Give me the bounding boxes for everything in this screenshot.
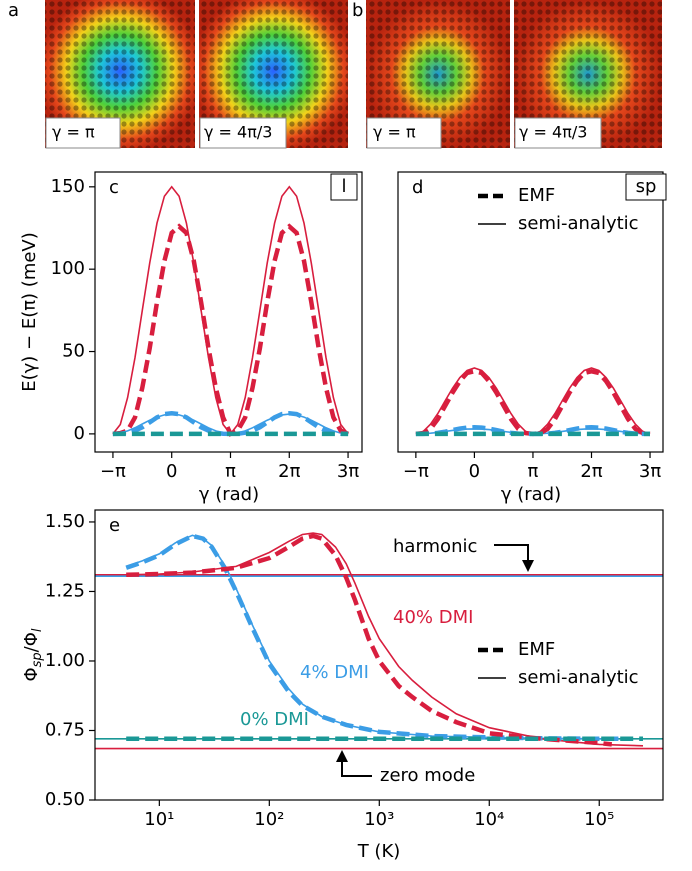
panel-letter: a [8, 0, 19, 21]
image-label: γ = 4π/3 [519, 123, 587, 142]
tag: sp [636, 176, 657, 197]
annotation: 40% DMI [393, 607, 473, 628]
x-tick-label: π [225, 461, 236, 482]
x-tick-label: π [528, 461, 539, 482]
y-tick-label: 0 [74, 423, 85, 444]
x-tick-label: 0 [469, 461, 480, 482]
data-line [112, 411, 349, 437]
legend-label: semi-analytic [518, 213, 639, 234]
x-axis-label: T (K) [357, 841, 401, 862]
x-tick-label: 2π [580, 461, 602, 482]
y-tick-label: 0.50 [45, 789, 85, 810]
y-axis-label-part: Φ [21, 667, 42, 681]
chart-d: −π 0 π 2π 3π d sp γ (rad) EMF semi-analytic [397, 171, 667, 505]
legend-label: semi-analytic [518, 667, 639, 688]
x-tick-label: 10⁵ [584, 809, 614, 830]
data-line [415, 368, 651, 437]
panel-b: b γ = π γ = 4π/3 [352, 0, 662, 149]
data-line [125, 534, 619, 740]
legend-label: EMF [518, 639, 555, 660]
x-tick-label: −π [100, 461, 126, 482]
y-tick-label: 100 [51, 258, 85, 279]
y-tick-label: 150 [51, 176, 85, 197]
annotation: harmonic [393, 536, 477, 557]
label-box [514, 117, 602, 149]
annotation: 4% DMI [300, 662, 369, 683]
annotations: harmonic zero mode 40% DMI 4% DMI 0% DMI [240, 536, 534, 786]
y-tick-label: 1.25 [45, 580, 85, 601]
label-box [45, 117, 121, 149]
plot-frame [94, 171, 363, 453]
tag-box [625, 173, 667, 201]
arrowhead [522, 560, 534, 572]
data-line [112, 185, 349, 436]
label-box [199, 117, 287, 149]
y-axis-label: Φsp/Φl [21, 628, 45, 681]
image-label: γ = π [373, 123, 416, 142]
y-tick-label: 1.00 [45, 650, 85, 671]
arrow [494, 544, 529, 562]
panel-letter: d [412, 177, 423, 198]
x-tick-label: 10⁴ [474, 809, 504, 830]
x-axis-label: γ (rad) [501, 484, 561, 505]
y-axis-label: E(γ) − E(π) (meV) [19, 232, 40, 392]
x-tick-label: 10² [254, 809, 284, 830]
y-axis-label-part: /Φ [21, 632, 42, 652]
panel-letter: e [109, 515, 120, 536]
image-label: γ = π [52, 123, 95, 142]
y-tick-label: 1.50 [45, 511, 85, 532]
x-tick-label: 3π [639, 461, 661, 482]
label-box [366, 117, 442, 149]
legend-label: EMF [518, 185, 555, 206]
data-line [112, 223, 350, 437]
arrowhead [336, 750, 348, 762]
x-tick-label: 10¹ [144, 809, 174, 830]
panel-letter: b [352, 0, 363, 21]
annotation: 0% DMI [240, 709, 309, 730]
y-axis-label-part: sp [30, 652, 45, 667]
data-line [126, 533, 613, 747]
x-tick-label: 0 [166, 461, 177, 482]
plot-frame [397, 171, 664, 453]
chart-e: 10¹ 10² 10³ 10⁴ 10⁵ 0.50 0.75 1.00 1.25 1.50 e T (K… [21, 509, 664, 862]
x-tick-label: −π [403, 461, 429, 482]
x-axis-label: γ (rad) [199, 484, 259, 505]
y-tick-label: 50 [62, 341, 85, 362]
x-tick-label: 10³ [364, 809, 394, 830]
tag: l [341, 176, 346, 197]
annotation: zero mode [380, 765, 475, 786]
x-tick-label: 3π [337, 461, 359, 482]
panel-letter: c [109, 177, 119, 198]
plot-frame [94, 509, 664, 801]
x-tick-label: 2π [278, 461, 300, 482]
arrow [341, 760, 372, 777]
panel-a: a γ = π γ = 4π/3 [8, 0, 348, 149]
data-line [415, 367, 651, 435]
y-axis-label-part: l [30, 628, 45, 632]
chart-c: −π 0 π 2π 3π 0 50 100 150 c l γ (rad) E(γ) − E(π) (m… [19, 171, 363, 505]
y-tick-label: 0.75 [45, 719, 85, 740]
data-line [126, 532, 644, 747]
image-label: γ = 4π/3 [204, 123, 272, 142]
tag-box [330, 173, 358, 201]
data-line [125, 533, 619, 742]
